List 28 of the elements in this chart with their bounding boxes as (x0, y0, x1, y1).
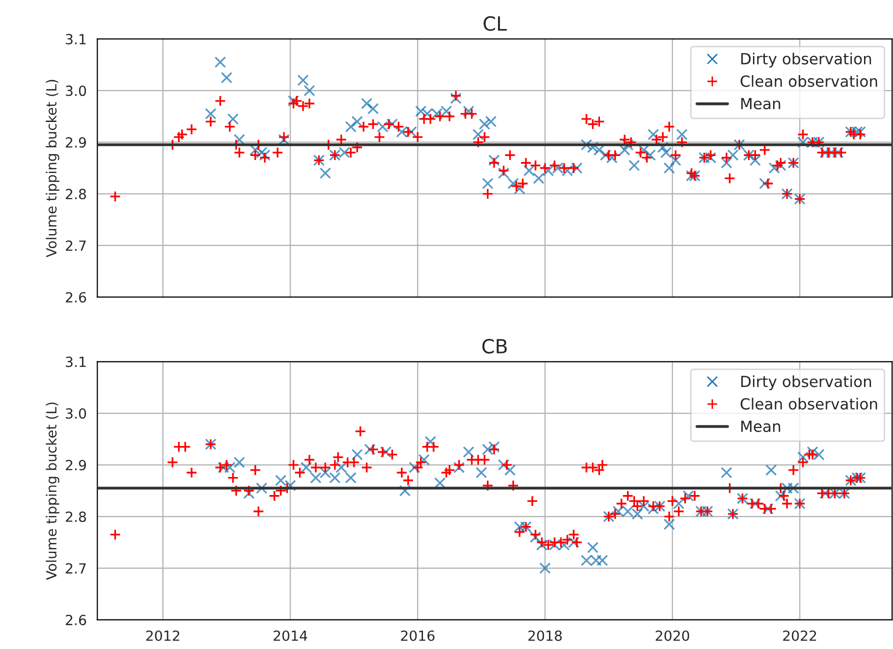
x-tick-label: 2022 (783, 630, 816, 641)
y-tick-label: 3.0 (66, 408, 86, 419)
legend-label: Dirty observation (741, 375, 872, 390)
x-tick-label: 2018 (528, 630, 562, 641)
y-tick-label: 2.6 (66, 292, 86, 303)
y-tick-label: 2.7 (66, 563, 86, 574)
legend-label: Dirty observation (741, 52, 872, 68)
y-tick-label: 2.7 (66, 240, 86, 251)
chart-title: CL (484, 16, 507, 31)
y-axis-title: Volume tipping bucket (L) (46, 402, 60, 580)
x-tick-label: 2014 (274, 630, 308, 641)
y-tick-label: 3.1 (66, 356, 86, 368)
y-tick-label: 2.8 (66, 188, 86, 200)
y-tick-label: 2.6 (66, 614, 86, 626)
y-tick-label: 3.0 (66, 86, 86, 96)
x-tick-label: 2020 (656, 630, 690, 641)
y-tick-label: 2.8 (66, 512, 86, 522)
y-tick-label: 2.9 (66, 460, 86, 470)
legend-label: Clean observation (740, 398, 878, 410)
y-axis-title: Volume tipping bucket (L) (46, 80, 60, 258)
legend-label: Clean observation (740, 75, 878, 87)
x-tick-label: 2012 (146, 630, 180, 641)
y-tick-label: 3.1 (66, 34, 86, 44)
x-tick-label: 2016 (401, 630, 434, 641)
legend-label: Mean (741, 98, 780, 110)
chart-title: CB (482, 338, 507, 354)
y-tick-label: 2.9 (66, 137, 86, 148)
legend-label: Mean (741, 420, 780, 432)
